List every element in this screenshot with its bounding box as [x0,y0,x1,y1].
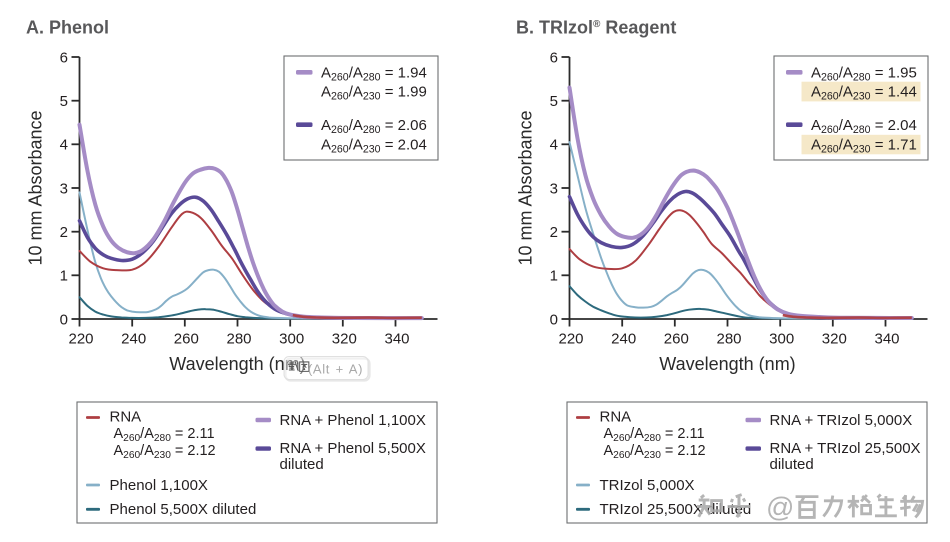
svg-text:320: 320 [822,331,847,348]
svg-text:5: 5 [550,93,558,110]
svg-text:diluted: diluted [770,456,814,473]
svg-text:240: 240 [121,331,146,348]
svg-text:320: 320 [332,331,357,348]
svg-text:Wavelength (nm): Wavelength (nm) [169,354,305,374]
svg-text:6: 6 [60,49,68,66]
svg-text:diluted: diluted [280,456,324,473]
svg-text:6: 6 [550,49,558,66]
svg-text:B. TRIzol® Reagent: B. TRIzol® Reagent [516,18,676,38]
svg-text:0: 0 [60,311,68,328]
svg-text:Phenol 5,500X diluted: Phenol 5,500X diluted [110,501,257,518]
svg-text:Phenol 1,100X: Phenol 1,100X [110,477,208,494]
svg-text:RNA + Phenol 1,100X: RNA + Phenol 1,100X [280,412,426,429]
svg-text:220: 220 [68,331,93,348]
svg-text:RNA: RNA [600,409,632,426]
svg-text:3: 3 [60,180,68,197]
svg-text:1: 1 [550,268,558,285]
svg-text:RNA + TRIzol 5,000X: RNA + TRIzol 5,000X [770,412,913,429]
svg-text:TRIzol 5,000X: TRIzol 5,000X [600,477,695,494]
svg-text:1: 1 [60,268,68,285]
svg-text:280: 280 [716,331,741,348]
svg-text:2: 2 [60,224,68,241]
svg-text:340: 340 [874,331,899,348]
svg-text:4: 4 [60,137,68,154]
svg-text:Wavelength (nm): Wavelength (nm) [659,354,795,374]
svg-text:300: 300 [769,331,794,348]
svg-text:0: 0 [550,311,558,328]
svg-text:300: 300 [279,331,304,348]
svg-text:A. Phenol: A. Phenol [26,18,109,38]
svg-text:5: 5 [60,93,68,110]
svg-text:4: 4 [550,137,558,154]
svg-text:TRIzol 25,500X diluted: TRIzol 25,500X diluted [600,501,752,518]
svg-text:(Alt + A): (Alt + A) [308,362,363,377]
svg-text:10 mm Absorbance: 10 mm Absorbance [516,110,536,265]
svg-text:240: 240 [611,331,636,348]
svg-text:260: 260 [174,331,199,348]
svg-text:@: @ [766,492,794,523]
svg-text:RNA + Phenol 5,500X: RNA + Phenol 5,500X [280,440,426,457]
svg-text:280: 280 [226,331,251,348]
svg-text:RNA: RNA [110,409,142,426]
svg-text:340: 340 [384,331,409,348]
svg-text:220: 220 [558,331,583,348]
svg-text:RNA + TRIzol 25,500X: RNA + TRIzol 25,500X [770,440,921,457]
svg-text:10 mm Absorbance: 10 mm Absorbance [26,110,46,265]
svg-text:2: 2 [550,224,558,241]
svg-text:260: 260 [664,331,689,348]
svg-text:3: 3 [550,180,558,197]
